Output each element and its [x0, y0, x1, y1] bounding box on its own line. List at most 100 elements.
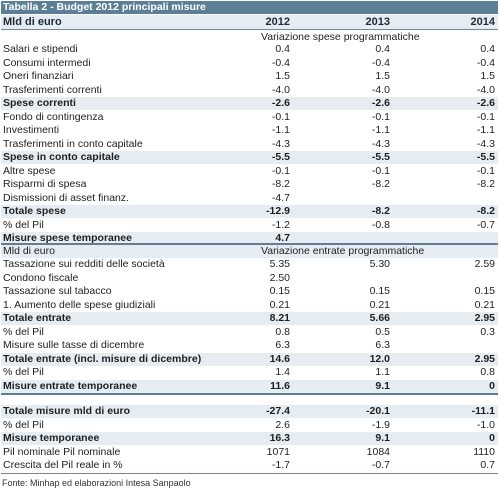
value-2014: 0: [489, 432, 495, 444]
value-2013: -2.6: [371, 97, 390, 109]
value-2014: 0.7: [480, 459, 495, 471]
year-2012-header: 2012: [265, 16, 290, 28]
row-label: % del Pil: [3, 418, 44, 431]
value-2013: 0.21: [369, 298, 390, 311]
value-2013: -1.1: [371, 124, 390, 136]
row-label: % del Pil: [3, 366, 44, 378]
table-row: Tassazione sui redditi delle società 5.35…: [1, 258, 498, 271]
table-row: Trasferimenti correnti -4.0 -4.0 -4.0: [1, 84, 498, 97]
value-2012: 4.7: [275, 232, 290, 244]
section-spese-label: Variazione spese programmatiche: [261, 31, 420, 43]
value-2012: 6.3: [275, 339, 290, 351]
table-row: Misure sulle tasse di dicembre 6.3 6.3: [1, 339, 498, 352]
value-2014: -5.5: [476, 151, 495, 163]
table-row: Totale misure mld di euro -27.4 -20.1 -11.1: [1, 405, 498, 418]
value-2013: 1.1: [375, 366, 390, 378]
row-label: Fondo di contingenza: [3, 110, 104, 123]
value-2014: -8.2: [476, 205, 495, 217]
year-2013-header: 2013: [365, 16, 390, 28]
value-2013: -4.3: [371, 137, 390, 150]
value-2012: 5.35: [269, 258, 290, 270]
value-2013: -0.7: [371, 459, 390, 471]
row-label: 1. Aumento delle spese giudiziali: [3, 298, 156, 311]
value-2012: -2.6: [271, 97, 290, 109]
value-2014: -0.4: [476, 56, 495, 69]
table-title: Tabella 2 - Budget 2012 principali misur…: [1, 1, 498, 14]
value-2013: -8.2: [371, 178, 390, 190]
value-2014: 0.15: [474, 285, 495, 297]
row-label: Trasferimenti in conto capitale: [3, 137, 143, 150]
value-2012: -8.2: [271, 178, 290, 190]
value-2014: -1.1: [476, 124, 495, 136]
value-2013: 0.4: [375, 43, 390, 55]
table-row: Spese in conto capitale -5.5 -5.5 -5.5: [1, 151, 498, 164]
table-row: Altre spese -0.1 -0.1 -0.1: [1, 165, 498, 178]
value-2012: -12.9: [266, 205, 290, 217]
value-2012: -1.7: [271, 459, 290, 471]
value-2012: 0.8: [275, 325, 290, 338]
row-label: Risparmi di spesa: [3, 178, 87, 190]
value-2014: -8.2: [476, 178, 495, 190]
value-2013: 0.15: [369, 285, 390, 297]
value-2012: 0.4: [275, 43, 290, 55]
value-2013: 5.66: [369, 312, 390, 324]
unit-header: Mld di euro: [3, 16, 62, 28]
year-2014-header: 2014: [470, 16, 495, 28]
value-2012: 16.3: [269, 432, 290, 444]
value-2012: -27.4: [266, 405, 290, 417]
value-2013: 9.1: [375, 379, 390, 392]
value-2013: -0.1: [371, 110, 390, 123]
value-2012: 2.6: [275, 418, 290, 431]
section-entrate-unit: Mld di euro: [3, 245, 55, 257]
value-2013: 12.0: [369, 352, 390, 365]
value-2013: -0.8: [371, 218, 390, 231]
value-2014: 2.59: [474, 258, 495, 270]
row-label: Trasferimenti correnti: [3, 83, 102, 96]
bottom-rule: [1, 473, 498, 474]
table-row: Totale entrate 8.21 5.66 2.95: [1, 312, 498, 325]
value-2013: 6.3: [375, 339, 390, 351]
value-2012: 2.50: [269, 271, 290, 284]
value-2012: -0.1: [271, 110, 290, 123]
row-label: Dismissioni di asset finanz.: [3, 191, 130, 204]
row-label: Pil nominale Pil nominale: [3, 445, 121, 458]
value-2013: 1084: [366, 445, 390, 458]
value-2013: -0.4: [371, 56, 390, 69]
table-row: Misure entrate temporanee 11.6 9.1 0: [1, 379, 498, 393]
row-label: % del Pil: [3, 325, 44, 338]
section-divider: [1, 243, 498, 245]
table-row: Crescita del Pil reale in % -1.7 -0.7 0.7: [1, 459, 498, 472]
value-2012: -1.2: [271, 218, 290, 231]
value-2014: 0.4: [480, 43, 495, 55]
value-2014: -4.0: [476, 83, 495, 96]
header-divider: [1, 29, 498, 30]
table-row: Consumi intermedi -0.4 -0.4 -0.4: [1, 57, 498, 70]
table-row: Misure temporanee 16.3 9.1 0: [1, 432, 498, 445]
table-row: Misure spese temporanee 4.7: [1, 232, 498, 245]
section-entrate-heading: Mld di euro Variazione entrate programma…: [1, 245, 498, 258]
value-2014: 0: [489, 379, 495, 392]
value-2012: -0.4: [271, 56, 290, 69]
value-2014: -4.3: [476, 137, 495, 150]
value-2014: 1.5: [480, 70, 495, 82]
row-label: Misure spese temporanee: [3, 232, 132, 244]
value-2013: -1.9: [371, 418, 390, 431]
table-row: Investimenti -1.1 -1.1 -1.1: [1, 124, 498, 137]
value-2014: -0.1: [476, 164, 495, 177]
value-2012: 0.15: [269, 285, 290, 297]
value-2013: -0.1: [371, 164, 390, 177]
row-label: Totale spese: [3, 205, 66, 217]
value-2012: 0.21: [269, 298, 290, 311]
table-row: Totale entrate (incl. misure di dicembre…: [1, 352, 498, 366]
value-2014: -11.1: [471, 405, 495, 417]
row-label: Crescita del Pil reale in %: [3, 459, 123, 471]
row-label: Spese in conto capitale: [3, 151, 120, 163]
table-row: 1. Aumento delle spese giudiziali 0.21 0.2…: [1, 299, 498, 312]
value-2012: 1.5: [275, 70, 290, 82]
value-2014: 2.95: [474, 352, 495, 365]
table-row: Trasferimenti in conto capitale -4.3 -4.3 -…: [1, 138, 498, 151]
value-2012: -1.1: [271, 124, 290, 136]
row-label: Tassazione sui redditi delle società: [3, 258, 165, 270]
value-2012: -5.5: [271, 151, 290, 163]
row-label: Misure sulle tasse di dicembre: [3, 339, 145, 351]
